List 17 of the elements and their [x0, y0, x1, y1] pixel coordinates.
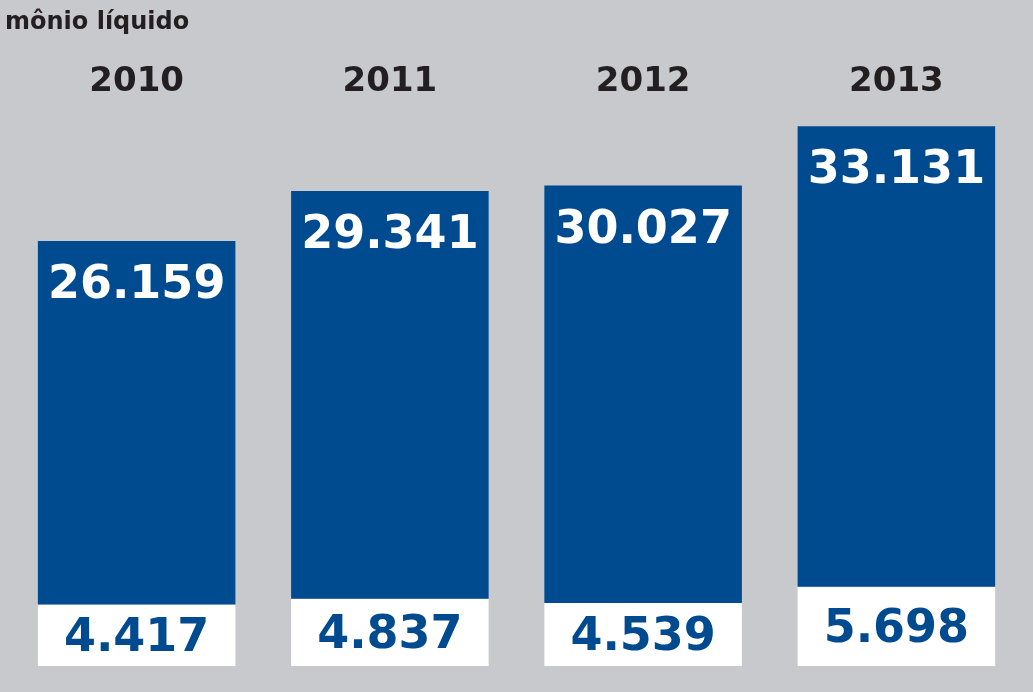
data-label: 4.417 — [63, 608, 210, 663]
data-label: 5.698 — [823, 599, 970, 654]
data-label: 26.159 — [47, 254, 226, 309]
x-tick-label: 2012 — [595, 59, 691, 99]
bar — [37, 240, 236, 605]
data-label: 30.027 — [554, 199, 732, 254]
data-label: 4.837 — [317, 605, 463, 660]
x-tick-label: 2010 — [89, 59, 184, 99]
bar — [544, 185, 742, 603]
chart-title: mônio líquido — [5, 7, 190, 35]
bar — [797, 126, 996, 587]
x-tick-label: 2011 — [342, 59, 438, 99]
data-label: 4.539 — [570, 607, 716, 662]
bar — [291, 190, 489, 599]
data-label: 29.341 — [301, 204, 479, 259]
data-label: 33.131 — [807, 140, 986, 195]
x-tick-label: 2013 — [849, 59, 944, 99]
